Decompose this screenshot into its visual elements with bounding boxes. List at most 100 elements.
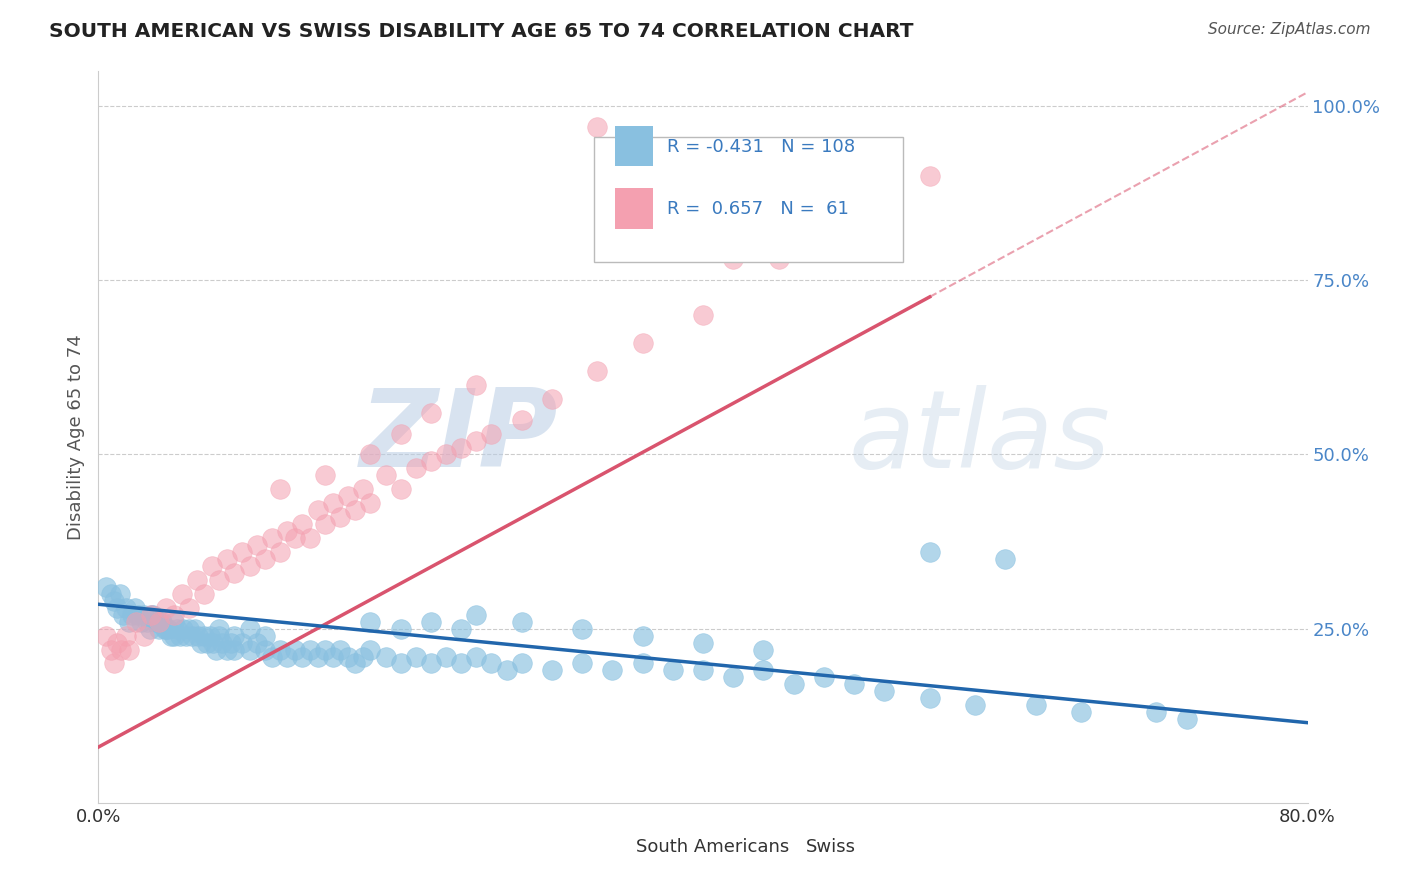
Point — [231, 635, 253, 649]
Point — [163, 629, 186, 643]
Point — [163, 615, 186, 629]
Point — [160, 629, 183, 643]
Point — [193, 629, 215, 643]
Point — [94, 629, 117, 643]
Text: Swiss: Swiss — [806, 838, 856, 855]
Point — [481, 426, 503, 441]
Point — [200, 629, 222, 643]
Y-axis label: Disability Age 65 to 74: Disability Age 65 to 74 — [66, 334, 84, 540]
Point — [202, 635, 225, 649]
Point — [118, 615, 141, 629]
Point — [307, 503, 329, 517]
Point — [768, 252, 790, 267]
Point — [420, 406, 443, 420]
Point — [813, 670, 835, 684]
Point — [329, 510, 352, 524]
Point — [284, 531, 307, 545]
Point — [132, 607, 155, 622]
Point — [450, 657, 472, 671]
Point — [155, 600, 177, 615]
Point — [389, 657, 412, 671]
Point — [186, 573, 208, 587]
Point — [269, 483, 291, 497]
Point — [465, 434, 488, 448]
Text: Source: ZipAtlas.com: Source: ZipAtlas.com — [1208, 22, 1371, 37]
Point — [389, 426, 412, 441]
Point — [129, 615, 152, 629]
Point — [360, 448, 382, 462]
Text: atlas: atlas — [848, 384, 1109, 490]
Point — [148, 615, 170, 629]
Point — [127, 607, 149, 622]
Point — [994, 552, 1017, 566]
Point — [103, 594, 125, 608]
Point — [299, 642, 322, 657]
Point — [103, 657, 125, 671]
Point — [100, 587, 122, 601]
Text: ZIP: ZIP — [360, 384, 558, 490]
Point — [110, 642, 132, 657]
Point — [322, 649, 344, 664]
Point — [148, 622, 170, 636]
Point — [224, 629, 246, 643]
Point — [420, 454, 443, 468]
Point — [141, 607, 163, 622]
Point — [307, 649, 329, 664]
Point — [141, 607, 163, 622]
Point — [631, 629, 654, 643]
Point — [108, 587, 131, 601]
Point — [291, 517, 314, 532]
Point — [179, 622, 201, 636]
Point — [873, 684, 896, 698]
Point — [965, 698, 987, 713]
Point — [201, 558, 224, 573]
Point — [155, 622, 177, 636]
Point — [195, 635, 218, 649]
Point — [723, 670, 745, 684]
Point — [510, 412, 533, 426]
Point — [314, 517, 336, 532]
Point — [1070, 705, 1092, 719]
Point — [148, 615, 170, 629]
Point — [752, 664, 775, 678]
Point — [135, 615, 157, 629]
Point — [169, 629, 191, 643]
Point — [269, 545, 291, 559]
Point — [170, 587, 193, 601]
Point — [1024, 698, 1046, 713]
Point — [692, 308, 714, 322]
Bar — [773, 838, 803, 858]
Point — [631, 657, 654, 671]
Point — [150, 615, 173, 629]
Point — [389, 483, 412, 497]
Point — [661, 664, 683, 678]
Point — [94, 580, 117, 594]
Point — [124, 600, 146, 615]
Point — [571, 622, 593, 636]
Point — [434, 448, 457, 462]
Point — [253, 552, 276, 566]
Text: South Americans: South Americans — [637, 838, 790, 855]
Point — [360, 615, 382, 629]
Point — [253, 629, 276, 643]
Point — [450, 622, 472, 636]
FancyBboxPatch shape — [595, 137, 903, 261]
Point — [374, 468, 396, 483]
Point — [179, 600, 201, 615]
Point — [208, 573, 231, 587]
Point — [142, 607, 165, 622]
Point — [193, 587, 215, 601]
Point — [844, 677, 866, 691]
Text: SOUTH AMERICAN VS SWISS DISABILITY AGE 65 TO 74 CORRELATION CHART: SOUTH AMERICAN VS SWISS DISABILITY AGE 6… — [49, 22, 914, 41]
Point — [510, 657, 533, 671]
Point — [389, 622, 412, 636]
Point — [163, 607, 186, 622]
Point — [405, 649, 427, 664]
Point — [752, 642, 775, 657]
Point — [692, 635, 714, 649]
Point — [211, 635, 233, 649]
Point — [262, 649, 284, 664]
Point — [481, 657, 503, 671]
Point — [100, 642, 122, 657]
Point — [246, 635, 269, 649]
